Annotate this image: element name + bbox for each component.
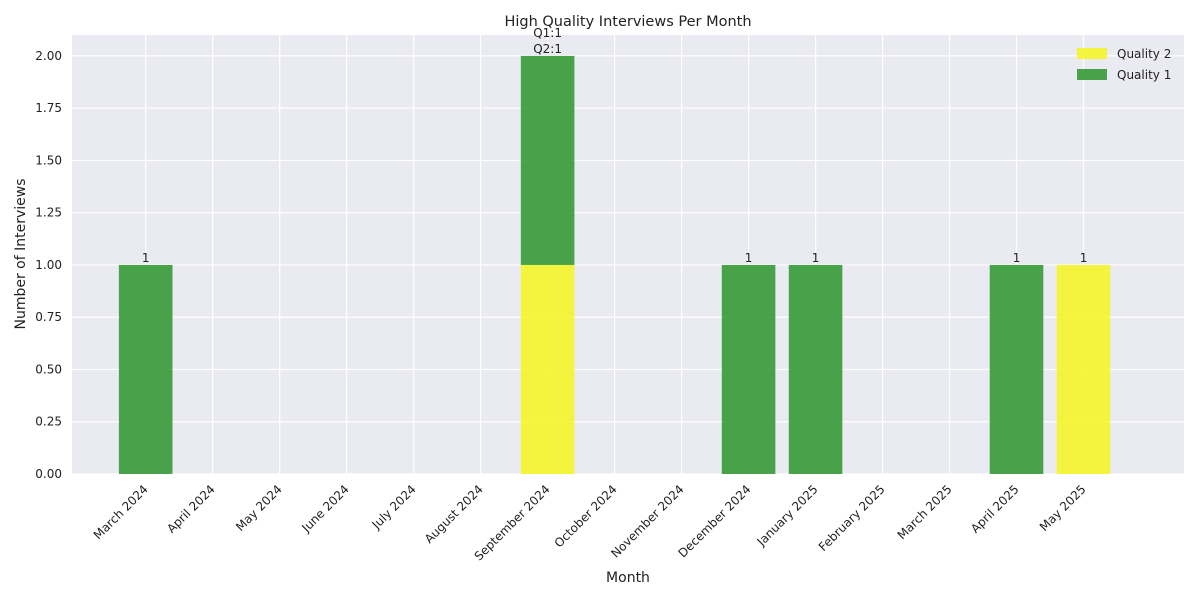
bar-value-label: 1 — [745, 251, 753, 265]
x-tick-label: July 2024 — [369, 482, 419, 532]
legend-swatch — [1077, 48, 1107, 59]
y-tick-label: 1.00 — [35, 258, 62, 272]
x-tick-label: September 2024 — [472, 482, 553, 563]
x-tick-label: December 2024 — [675, 482, 753, 560]
y-axis-label: Number of Interviews — [13, 178, 29, 329]
bar-value-label: Q2:1 — [533, 42, 562, 56]
bar-value-label: 1 — [1013, 251, 1021, 265]
x-tick-label: June 2024 — [298, 482, 351, 535]
x-tick-label: March 2025 — [895, 482, 955, 542]
bar-value-label: Q1:1 — [533, 26, 562, 40]
bar-quality-2-14 — [1056, 264, 1111, 474]
x-tick-label: February 2025 — [816, 482, 888, 554]
y-tick-label: 1.50 — [35, 153, 62, 167]
bar-value-label: 1 — [812, 251, 820, 265]
chart-title: High Quality Interviews Per Month — [504, 14, 751, 30]
y-tick-label: 0.25 — [35, 415, 62, 429]
y-tick-label: 0.75 — [35, 310, 62, 324]
x-tick-label: October 2024 — [552, 482, 620, 550]
x-tick-label: May 2025 — [1037, 482, 1089, 534]
x-tick-label: November 2024 — [608, 482, 686, 560]
x-tick-label: August 2024 — [422, 482, 486, 546]
bar-quality-2-6 — [520, 264, 575, 474]
bar-value-label: 1 — [1080, 251, 1088, 265]
x-tick-label: April 2024 — [164, 482, 218, 536]
bar-quality-1-0 — [118, 264, 173, 474]
y-tick-label: 0.50 — [35, 362, 62, 376]
bar-labels: 1 Q1:1 Q2:1 1 1 1 1 — [142, 26, 1087, 265]
bar-quality-1-13 — [989, 264, 1044, 474]
x-tick-label: January 2025 — [754, 482, 821, 549]
legend: Quality 2 Quality 1 — [1077, 47, 1171, 82]
x-tick-label: May 2024 — [233, 482, 285, 534]
bar-quality-1-10 — [788, 264, 843, 474]
x-axis-ticks: March 2024 April 2024 May 2024 June 2024 Jul… — [91, 482, 1089, 563]
bar-quality-1-9 — [721, 264, 776, 474]
bar-value-label: 1 — [142, 251, 150, 265]
x-tick-label: March 2024 — [91, 482, 151, 542]
x-tick-label: April 2025 — [968, 482, 1022, 536]
y-axis-ticks: 0.00 0.25 0.50 0.75 1.00 1.25 1.50 1.75 2.00 — [35, 49, 62, 481]
y-tick-label: 2.00 — [35, 49, 62, 63]
bars — [118, 55, 1111, 474]
y-tick-label: 1.25 — [35, 206, 62, 220]
bar-quality-1-6 — [520, 55, 575, 265]
legend-entry: Quality 2 — [1117, 47, 1171, 61]
y-tick-label: 0.00 — [35, 467, 62, 481]
legend-swatch — [1077, 69, 1107, 80]
y-tick-label: 1.75 — [35, 101, 62, 115]
legend-entry: Quality 1 — [1117, 68, 1171, 82]
x-axis-label: Month — [606, 570, 650, 586]
